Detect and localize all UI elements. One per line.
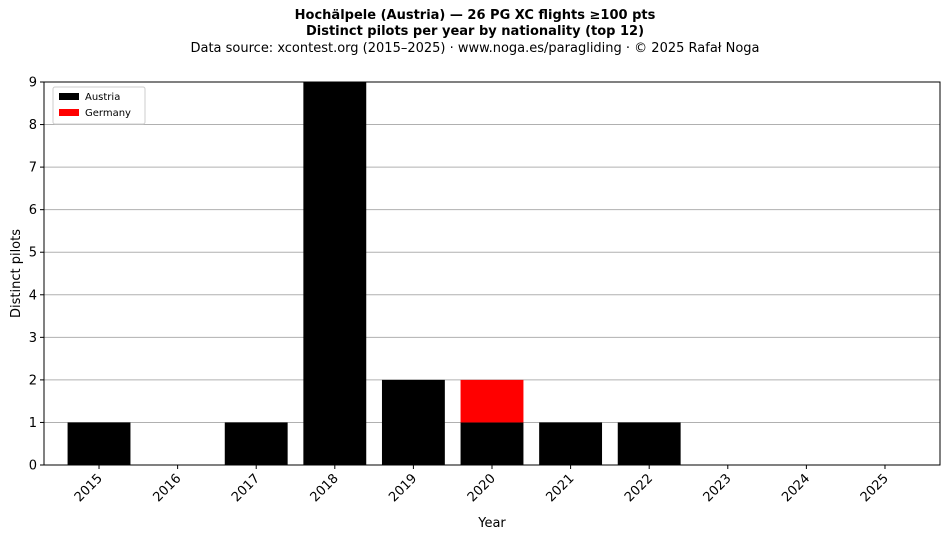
- y-tick-label: 0: [29, 459, 37, 474]
- x-tick-label: 2018: [308, 471, 342, 505]
- bar-austria-2019: [381, 379, 445, 465]
- x-tick-label: 2015: [72, 471, 106, 505]
- y-tick-label: 7: [29, 161, 37, 176]
- x-tick-label: 2022: [622, 471, 656, 505]
- bars: [67, 82, 681, 465]
- y-tick-label: 5: [29, 246, 37, 261]
- chart-title: Hochälpele (Austria) — 26 PG XC flights …: [294, 8, 656, 23]
- bar-austria-2015: [67, 422, 131, 465]
- legend-label-germany: Germany: [85, 108, 131, 119]
- bar-austria-2020: [460, 422, 524, 465]
- x-tick-label: 2024: [779, 471, 813, 505]
- x-axis-label: Year: [477, 516, 506, 531]
- bar-austria-2018: [303, 82, 367, 465]
- y-tick-label: 6: [29, 203, 37, 218]
- chart-source-note: Data source: xcontest.org (2015–2025) · …: [190, 41, 760, 56]
- bar-austria-2017: [224, 422, 288, 465]
- y-tick-label: 4: [29, 288, 37, 303]
- legend-label-austria: Austria: [85, 92, 120, 103]
- y-axis: 0 1 2 3 4 5 6 7 8 9: [29, 76, 44, 474]
- x-tick-label: 2025: [858, 471, 892, 505]
- legend-swatch-germany: [59, 109, 79, 116]
- legend: Austria Germany: [52, 86, 146, 125]
- x-axis: 2015 2016 2017 2018 2019 2020 2021 2022 2023 2024…: [72, 465, 892, 505]
- chart-subtitle: Distinct pilots per year by nationality …: [305, 24, 645, 39]
- legend-swatch-austria: [59, 93, 79, 100]
- y-axis-label: Distinct pilots: [9, 229, 24, 318]
- x-tick-label: 2019: [386, 471, 420, 505]
- y-tick-label: 2: [29, 373, 37, 388]
- x-tick-label: 2017: [229, 471, 263, 505]
- x-tick-label: 2020: [465, 471, 499, 505]
- bar-austria-2022: [617, 422, 681, 465]
- y-tick-label: 8: [29, 118, 37, 133]
- y-tick-label: 1: [29, 416, 37, 431]
- y-tick-label: 3: [29, 331, 37, 346]
- x-tick-label: 2016: [150, 471, 184, 505]
- x-tick-label: 2021: [543, 471, 577, 505]
- bar-germany-2020: [460, 379, 524, 423]
- y-tick-label: 9: [29, 76, 37, 91]
- bar-austria-2021: [539, 422, 603, 465]
- x-tick-label: 2023: [701, 471, 735, 505]
- chart-title-block: Hochälpele (Austria) — 26 PG XC flights …: [0, 8, 950, 58]
